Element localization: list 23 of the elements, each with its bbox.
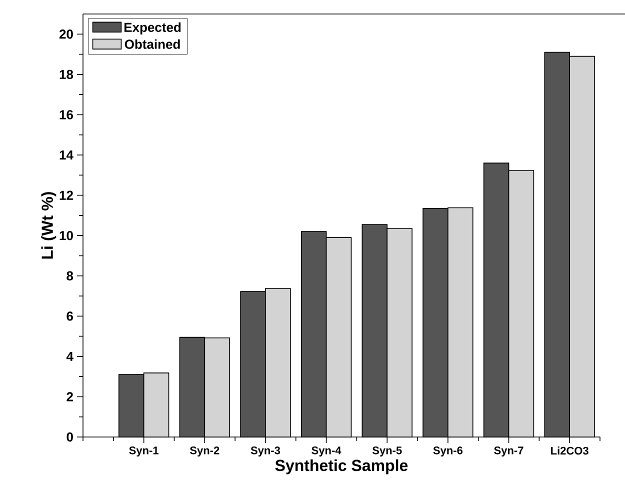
y-tick-label: 8	[66, 271, 74, 280]
y-tick-label: 0	[66, 432, 73, 442]
y-tick-label: 2	[66, 392, 73, 402]
legend-label: Expected	[124, 22, 181, 35]
x-tick-label: Li2CO3	[551, 446, 588, 455]
x-tick-label: Syn-1	[129, 446, 158, 456]
y-tick-label: 4	[66, 352, 74, 361]
x-tick-label: Syn-3	[250, 446, 280, 456]
x-tick-label: Syn-5	[372, 446, 402, 456]
y-tick-label: 12	[60, 190, 73, 200]
x-tick-label: Syn-6	[433, 446, 463, 456]
y-tick-label: 20	[59, 30, 73, 39]
y-tick-label: 6	[66, 312, 73, 321]
y-tick-label: 10	[60, 230, 73, 240]
x-axis-title: Synthetic Sample	[275, 459, 408, 474]
x-tick-label: Syn-2	[190, 446, 220, 456]
x-tick-label: Syn-7	[494, 446, 524, 456]
y-axis-title: Li (Wt %)	[41, 192, 56, 259]
y-tick-label: 16	[60, 110, 73, 120]
legend-label: Obtained	[124, 39, 180, 49]
x-tick-label: Syn-4	[312, 446, 342, 456]
y-tick-label: 14	[60, 150, 74, 160]
y-tick-label: 18	[60, 70, 74, 80]
